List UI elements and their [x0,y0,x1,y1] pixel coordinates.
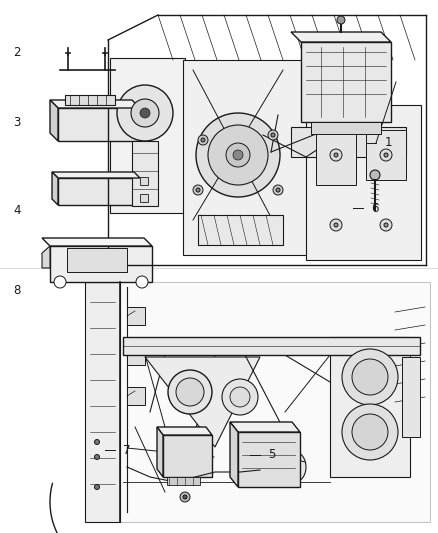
Circle shape [380,149,392,161]
Circle shape [230,387,250,407]
Circle shape [271,133,275,137]
Polygon shape [157,427,212,435]
Circle shape [198,135,208,145]
Text: 6: 6 [371,201,379,214]
Bar [140,194,148,202]
Bar [301,42,391,122]
Circle shape [276,188,280,192]
Circle shape [140,108,150,118]
Bar [163,435,212,477]
Circle shape [54,276,66,288]
Text: 3: 3 [13,116,21,128]
Circle shape [168,370,212,414]
Circle shape [334,223,338,227]
Text: 2: 2 [13,45,21,59]
Bar [306,105,421,260]
Polygon shape [291,32,391,42]
Circle shape [330,219,342,231]
Bar [127,307,145,325]
Circle shape [95,484,99,489]
Bar [140,177,148,185]
Circle shape [342,404,398,460]
Circle shape [330,149,342,161]
Bar [238,432,300,487]
Polygon shape [42,238,152,246]
Circle shape [95,440,99,445]
Bar [311,122,381,134]
Bar [58,108,140,141]
Circle shape [208,125,268,185]
Circle shape [136,276,148,288]
Text: 5: 5 [268,448,276,462]
Bar [132,141,158,206]
Polygon shape [230,422,300,432]
Circle shape [222,379,258,415]
Bar [183,60,308,255]
Circle shape [384,223,388,227]
Polygon shape [52,172,140,178]
Bar [167,477,200,485]
Circle shape [226,143,250,167]
Circle shape [180,492,190,502]
Circle shape [352,414,388,450]
Bar [123,337,420,355]
Circle shape [117,85,173,141]
Circle shape [196,188,200,192]
Bar [402,357,420,437]
Circle shape [193,185,203,195]
Circle shape [268,130,278,140]
Bar [85,282,120,522]
Circle shape [334,153,338,157]
Circle shape [384,153,388,157]
Circle shape [201,138,205,142]
Polygon shape [157,427,163,477]
Text: 7: 7 [123,443,131,456]
Ellipse shape [284,452,306,482]
Polygon shape [42,246,50,268]
Circle shape [380,219,392,231]
Circle shape [352,359,388,395]
Text: 8: 8 [13,284,21,296]
Polygon shape [50,100,58,141]
Bar [330,337,410,477]
Circle shape [342,349,398,405]
Bar [67,248,127,272]
Bar [316,125,356,185]
Circle shape [183,495,187,499]
Polygon shape [50,100,140,108]
Text: 4: 4 [13,204,21,216]
Bar [50,246,152,282]
Bar [110,58,185,213]
Text: 1: 1 [384,136,392,149]
Bar [65,95,115,105]
Bar [58,178,140,205]
Circle shape [196,113,280,197]
Bar [127,387,145,405]
Circle shape [131,99,159,127]
Circle shape [273,185,283,195]
Bar [85,282,430,522]
Bar [291,127,406,157]
Polygon shape [52,172,58,205]
Circle shape [337,16,345,24]
Circle shape [95,455,99,459]
Circle shape [176,378,204,406]
Bar [198,215,283,245]
Circle shape [370,170,380,180]
Bar [127,347,145,365]
Polygon shape [230,422,238,487]
Polygon shape [145,357,260,447]
Circle shape [233,150,243,160]
Bar [366,130,406,180]
